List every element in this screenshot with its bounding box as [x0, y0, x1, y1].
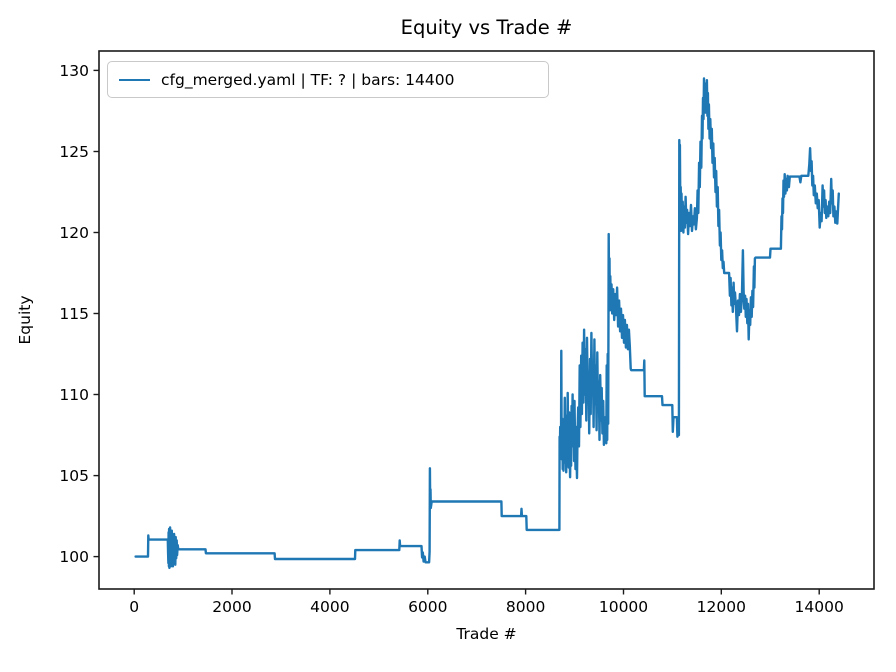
- equity-line: [134, 77, 840, 570]
- y-tick-label: 100: [59, 548, 89, 566]
- legend: cfg_merged.yaml | TF: ? | bars: 14400: [107, 61, 549, 98]
- y-tick-label: 120: [59, 224, 89, 242]
- x-tick-label: 12000: [697, 598, 746, 616]
- x-tick-label: 0: [129, 598, 139, 616]
- x-tick-label: 4000: [310, 598, 349, 616]
- legend-line-sample: [119, 78, 150, 81]
- y-tick-label: 110: [59, 386, 89, 404]
- x-tick-label: 2000: [212, 598, 251, 616]
- y-tick-label: 105: [59, 467, 89, 485]
- x-tick-label: 10000: [599, 598, 648, 616]
- y-tick-label: 130: [59, 62, 89, 80]
- x-tick-label: 8000: [506, 598, 545, 616]
- chart-title: Equity vs Trade #: [400, 16, 573, 39]
- y-tick-label: 125: [59, 143, 89, 161]
- plot-spines: [98, 50, 875, 590]
- legend-label: cfg_merged.yaml | TF: ? | bars: 14400: [161, 70, 455, 89]
- y-tick-label: 115: [59, 305, 89, 323]
- x-axis-label: Trade #: [456, 625, 517, 643]
- x-tick-label: 14000: [795, 598, 844, 616]
- x-tick-label: 6000: [408, 598, 447, 616]
